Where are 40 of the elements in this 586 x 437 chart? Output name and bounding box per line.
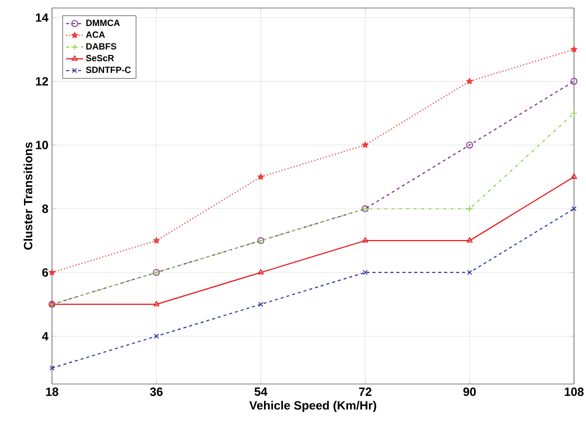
y-axis-title: Cluster Transitions — [24, 142, 32, 250]
legend-label: SDNTFP-C — [86, 66, 131, 74]
point — [153, 300, 160, 306]
point — [153, 237, 160, 244]
x-tick-label: 18 — [46, 388, 58, 396]
point — [571, 206, 577, 212]
point — [362, 270, 368, 276]
point — [466, 142, 474, 148]
point — [570, 78, 578, 85]
x-tick-label: 36 — [150, 388, 163, 396]
point — [258, 173, 264, 180]
point — [362, 142, 368, 148]
point — [466, 205, 474, 212]
point — [49, 366, 55, 371]
x-tick-label: 72 — [359, 388, 372, 396]
point — [570, 110, 578, 117]
point — [570, 46, 578, 52]
point — [570, 173, 578, 179]
point — [466, 237, 473, 243]
point — [467, 270, 472, 276]
y-tick-label: 10 — [36, 140, 48, 150]
point — [258, 302, 264, 307]
y-tick-label: 8 — [42, 204, 48, 213]
point — [48, 269, 56, 276]
point — [154, 334, 159, 339]
y-tick-label: 12 — [36, 77, 48, 86]
y-tick-label: 14 — [36, 13, 48, 22]
y-tick-label: 4 — [42, 332, 48, 340]
x-tick-label: 54 — [254, 388, 268, 396]
x-tick-label: 108 — [564, 388, 584, 396]
x-axis-title: Vehicle Speed (Km/Hr) — [249, 400, 376, 412]
legend-label: ACA — [86, 31, 105, 38]
point — [466, 78, 473, 84]
point — [258, 269, 264, 274]
point — [362, 237, 368, 243]
legend-label: DMMCA — [86, 20, 120, 26]
legend-label: DABFS — [86, 43, 116, 50]
y-tick-label: 6 — [42, 268, 48, 277]
x-tick-label: 90 — [463, 388, 476, 396]
legend-label: SeScR — [86, 54, 114, 62]
